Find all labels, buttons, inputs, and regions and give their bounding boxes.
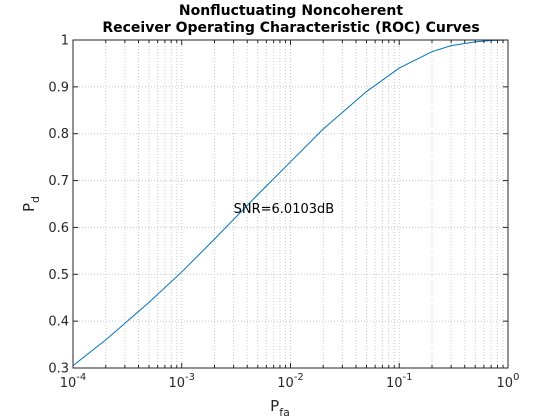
y-tick-label: 0.8 [48,127,69,142]
chart-title-line-1: Nonfluctuating Noncoherent [179,3,403,19]
chart-title-line-2: Receiver Operating Characteristic (ROC) … [102,20,479,36]
x-tick-labels: 10-4 10-3 10-2 10-1 100 [60,372,520,391]
x-tick-label: 10-4 [60,372,87,391]
grid-lines [73,40,508,368]
x-tick-label: 10-3 [168,372,195,391]
roc-curve-line [72,39,509,367]
y-tick-labels: 0.3 0.4 0.5 0.6 0.7 0.8 0.9 1 [48,34,69,377]
x-axis-label-subscript: fa [279,406,290,419]
x-axis-label-main: P [270,397,279,415]
y-tick-label: 0.9 [48,80,69,95]
y-tick-label: 0.4 [48,315,69,330]
y-axis-label: Pd [20,196,42,212]
x-tick-label: 10-2 [277,372,304,391]
axis-ticks [72,39,509,369]
roc-curve [72,39,509,367]
x-axis-label: Pfa [270,397,290,419]
y-tick-label: 0.5 [48,268,69,283]
y-axis-label-subscript: d [29,196,42,203]
x-tick-label: 10-1 [386,372,413,391]
x-tick-label: 100 [497,372,520,391]
y-tick-label: 0.3 [48,362,69,377]
y-tick-label: 0.7 [48,174,69,189]
y-tick-label: 0.6 [48,221,69,236]
snr-annotation: SNR=6.0103dB [234,202,335,217]
y-tick-label: 1 [61,34,69,49]
y-axis-label-main: P [20,203,38,212]
